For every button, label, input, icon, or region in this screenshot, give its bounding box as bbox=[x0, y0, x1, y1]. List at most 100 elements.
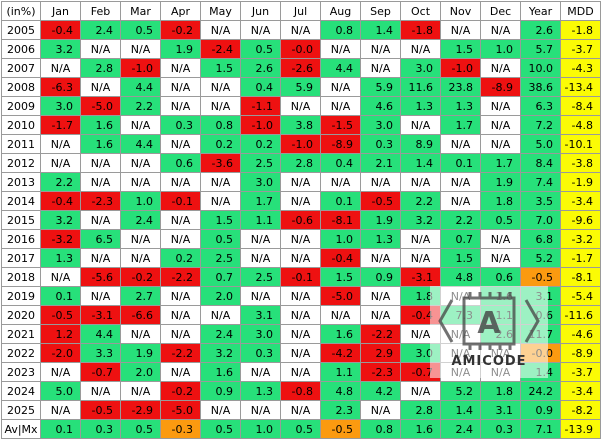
table-cell: N/A bbox=[360, 172, 401, 192]
table-cell: -0.2 bbox=[160, 381, 201, 401]
table-cell: -3.4 bbox=[560, 381, 601, 401]
table-cell: 3.0 bbox=[240, 324, 281, 344]
header-nov: Nov bbox=[440, 1, 481, 21]
row-label: 2013 bbox=[1, 172, 41, 192]
header-jan: Jan bbox=[40, 1, 81, 21]
table-cell: 1.0 bbox=[480, 39, 521, 59]
table-cell: N/A bbox=[160, 286, 201, 306]
table-cell: 0.9 bbox=[200, 381, 241, 401]
table-cell: 1.6 bbox=[80, 134, 121, 154]
table-cell: -2.0 bbox=[40, 343, 81, 363]
table-cell: 1.4 bbox=[360, 20, 401, 40]
table-cell: 1.3 bbox=[400, 96, 441, 116]
table-cell: -5.6 bbox=[80, 267, 121, 287]
table-cell: 1.6 bbox=[80, 115, 121, 135]
table-cell: -1.0 bbox=[240, 115, 281, 135]
table-cell: 0.5 bbox=[120, 20, 161, 40]
table-cell: 0.3 bbox=[480, 419, 521, 439]
row-label: 2016 bbox=[1, 229, 41, 249]
table-cell: -10.1 bbox=[560, 134, 601, 154]
table-cell: N/A bbox=[480, 362, 521, 382]
table-cell: N/A bbox=[280, 400, 321, 420]
table-cell: 2.7 bbox=[120, 286, 161, 306]
table-cell: N/A bbox=[120, 248, 161, 268]
table-cell: -4.6 bbox=[560, 324, 601, 344]
table-cell: -8.1 bbox=[320, 210, 361, 230]
table-cell: -3.7 bbox=[560, 39, 601, 59]
table-cell: 0.1 bbox=[320, 191, 361, 211]
table-cell: 6.3 bbox=[520, 96, 561, 116]
table-cell: 0.6 bbox=[480, 267, 521, 287]
table-cell: 0.9 bbox=[520, 400, 561, 420]
table-cell: -3.7 bbox=[560, 362, 601, 382]
table-cell: 1.1 bbox=[320, 362, 361, 382]
table-cell: -0.5 bbox=[80, 400, 121, 420]
table-cell: 2.6 bbox=[480, 324, 521, 344]
table-cell: -0.5 bbox=[360, 191, 401, 211]
table-cell: N/A bbox=[480, 134, 521, 154]
table-cell: 1.0 bbox=[240, 419, 281, 439]
table-cell: 0.1 bbox=[40, 419, 81, 439]
table-cell: N/A bbox=[160, 362, 201, 382]
table-cell: N/A bbox=[80, 77, 121, 97]
table-cell: 0.5 bbox=[200, 419, 241, 439]
table-cell: 2.8 bbox=[280, 153, 321, 173]
table-cell: 2.2 bbox=[120, 96, 161, 116]
table-cell: 2.9 bbox=[360, 343, 401, 363]
table-cell: 0.6 bbox=[160, 153, 201, 173]
table-cell: 5.0 bbox=[520, 134, 561, 154]
table-cell: N/A bbox=[40, 58, 81, 78]
table-row: 2013 2.2 N/A N/A N/A N/A 3.0 N/A N/A N/A N/A N/A 1.9… bbox=[1, 172, 601, 192]
header-year: Year bbox=[520, 1, 561, 21]
row-label: 2012 bbox=[1, 153, 41, 173]
table-cell: 0.3 bbox=[160, 115, 201, 135]
table-cell: -0.6 bbox=[280, 210, 321, 230]
table-cell: 2.6 bbox=[240, 58, 281, 78]
table-cell: 3.5 bbox=[520, 191, 561, 211]
table-cell: 0.6 bbox=[520, 305, 561, 325]
header-sep: Sep bbox=[360, 1, 401, 21]
table-cell: -0.4 bbox=[40, 20, 81, 40]
table-cell: 0.3 bbox=[80, 419, 121, 439]
table-cell: 4.6 bbox=[360, 96, 401, 116]
table-row: 2012 N/A N/A N/A 0.6 -3.6 2.5 2.8 0.4 2.1 1.4 0.1 1.… bbox=[1, 153, 601, 173]
table-cell: N/A bbox=[280, 20, 321, 40]
table-cell: N/A bbox=[360, 248, 401, 268]
table-cell: N/A bbox=[360, 400, 401, 420]
table-cell: -6.3 bbox=[40, 77, 81, 97]
table-cell: N/A bbox=[400, 381, 441, 401]
table-row: 2021 1.2 4.4 N/A N/A 2.4 3.0 N/A 1.6 -2.2 N/A N/A 2.… bbox=[1, 324, 601, 344]
table-cell: 1.0 bbox=[320, 229, 361, 249]
table-cell: -3.2 bbox=[40, 229, 81, 249]
table-cell: N/A bbox=[160, 96, 201, 116]
table-cell: 23.8 bbox=[440, 77, 481, 97]
table-cell: 0.8 bbox=[320, 20, 361, 40]
table-cell: 10.0 bbox=[520, 58, 561, 78]
table-cell: 7.1 bbox=[520, 419, 561, 439]
table-cell: 8.9 bbox=[400, 134, 441, 154]
table-cell: -2.6 bbox=[280, 58, 321, 78]
table-row: 2020 -0.5 -3.1 -6.6 N/A N/A 3.1 N/A N/A N/A -0.4 7.… bbox=[1, 305, 601, 325]
table-cell: 0.5 bbox=[200, 229, 241, 249]
table-cell: N/A bbox=[480, 343, 521, 363]
row-label: 2009 bbox=[1, 96, 41, 116]
table-cell: -1.9 bbox=[560, 172, 601, 192]
header-mar: Mar bbox=[120, 1, 161, 21]
table-cell: N/A bbox=[400, 248, 441, 268]
table-cell: N/A bbox=[440, 172, 481, 192]
header-apr: Apr bbox=[160, 1, 201, 21]
table-cell: N/A bbox=[200, 400, 241, 420]
table-cell: N/A bbox=[200, 172, 241, 192]
table-cell: 1.7 bbox=[440, 115, 481, 135]
table-cell: 0.2 bbox=[160, 248, 201, 268]
table-cell: 2.1 bbox=[360, 153, 401, 173]
table-cell: 2.6 bbox=[520, 20, 561, 40]
table-cell: N/A bbox=[360, 305, 401, 325]
table-cell: -0.3 bbox=[160, 419, 201, 439]
table-cell: N/A bbox=[160, 210, 201, 230]
table-cell: N/A bbox=[400, 324, 441, 344]
table-cell: 2.2 bbox=[440, 210, 481, 230]
row-label: 2008 bbox=[1, 77, 41, 97]
table-row: 2011 N/A 1.6 4.4 N/A 0.2 0.2 -1.0 -8.9 0.3 8.9 N/A N… bbox=[1, 134, 601, 154]
table-cell: 2.4 bbox=[120, 210, 161, 230]
